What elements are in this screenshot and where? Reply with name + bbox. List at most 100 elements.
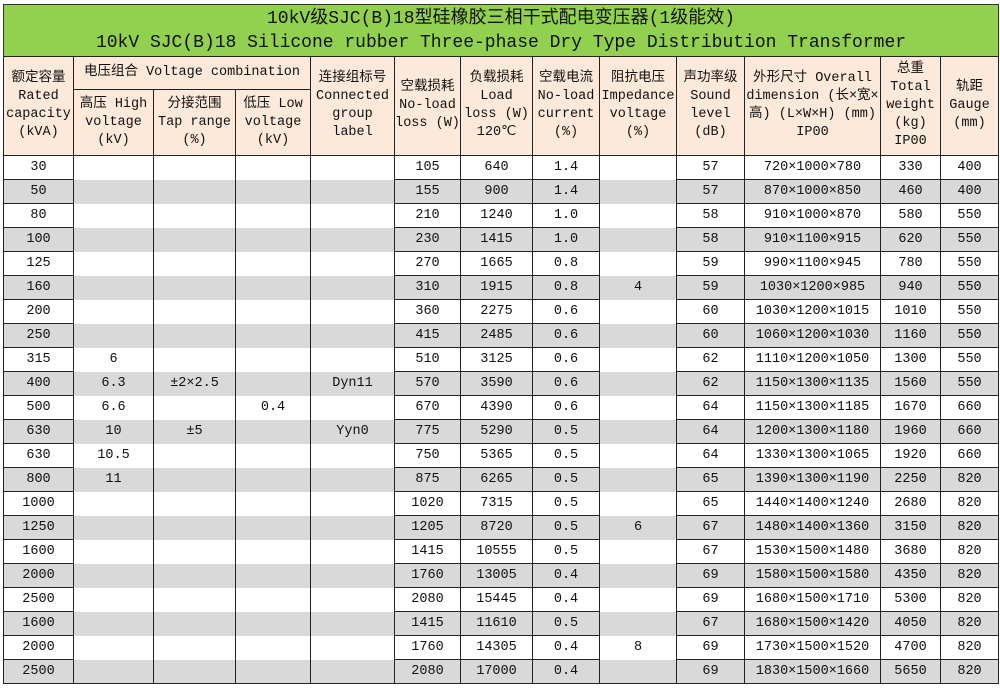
cell-gauge: 820 — [939, 563, 1000, 588]
cell-total-weight: 1670 — [880, 395, 941, 420]
cell-gauge: 820 — [939, 467, 1000, 492]
cell-load-loss: 3125 — [460, 347, 533, 372]
cell-no-load-current: 0.4 — [532, 659, 600, 684]
cell-overall-dimension: 1680×1500×1420 — [744, 611, 881, 636]
cell-connected-group — [310, 515, 395, 540]
cell-gauge: 820 — [939, 611, 1000, 636]
cell-overall-dimension: 1030×1200×985 — [744, 275, 881, 300]
header-high-voltage: 高压 High voltage (kV) — [73, 89, 154, 156]
cell-sound-level: 59 — [676, 251, 745, 276]
table-row: 630 10.5 750 5365 0.5 64 1330×1300×1065 1920 660 — [3, 443, 1000, 468]
cell-connected-group — [310, 467, 395, 492]
cell-rated-capacity: 630 — [3, 443, 74, 468]
cell-total-weight: 4700 — [880, 635, 941, 660]
cell-rated-capacity: 1250 — [3, 515, 74, 540]
cell-high-voltage — [73, 587, 154, 612]
cell-no-load-current: 0.6 — [532, 299, 600, 324]
cell-low-voltage — [235, 419, 311, 444]
cell-tap-range — [153, 203, 236, 228]
cell-impedance-voltage — [599, 347, 677, 372]
cell-overall-dimension: 1730×1500×1520 — [744, 635, 881, 660]
cell-no-load-current: 1.4 — [532, 155, 600, 180]
cell-no-load-loss: 2080 — [394, 659, 461, 684]
cell-high-voltage — [73, 275, 154, 300]
header-low-voltage: 低压 Low voltage (kV) — [235, 89, 311, 156]
cell-low-voltage — [235, 155, 311, 180]
cell-no-load-current: 0.5 — [532, 443, 600, 468]
cell-high-voltage: 6.3 — [73, 371, 154, 396]
header-connected-group: 连接组标号 Connected group label — [310, 56, 395, 156]
cell-high-voltage — [73, 563, 154, 588]
cell-overall-dimension: 1110×1200×1050 — [744, 347, 881, 372]
cell-no-load-loss: 1205 — [394, 515, 461, 540]
table-row: 160 310 1915 0.8 4 59 1030×1200×985 940 550 — [3, 275, 1000, 300]
cell-impedance-voltage: 6 — [599, 515, 677, 540]
cell-load-loss: 1240 — [460, 203, 533, 228]
cell-sound-level: 57 — [676, 179, 745, 204]
cell-no-load-current: 0.8 — [532, 251, 600, 276]
cell-tap-range — [153, 659, 236, 684]
cell-rated-capacity: 80 — [3, 203, 74, 228]
cell-sound-level: 62 — [676, 371, 745, 396]
cell-high-voltage — [73, 491, 154, 516]
table-row: 100 230 1415 1.0 58 910×1100×915 620 550 — [3, 227, 1000, 252]
cell-no-load-loss: 510 — [394, 347, 461, 372]
cell-sound-level: 64 — [676, 395, 745, 420]
cell-high-voltage — [73, 611, 154, 636]
cell-gauge: 550 — [939, 347, 1000, 372]
cell-no-load-loss: 210 — [394, 203, 461, 228]
cell-low-voltage — [235, 563, 311, 588]
table-row: 2000 1760 14305 0.4 8 69 1730×1500×1520 4700 820 — [3, 635, 1000, 660]
cell-no-load-current: 1.4 — [532, 179, 600, 204]
cell-sound-level: 69 — [676, 587, 745, 612]
cell-gauge: 550 — [939, 371, 1000, 396]
cell-tap-range — [153, 323, 236, 348]
table-row: 125 270 1665 0.8 59 990×1100×945 780 550 — [3, 251, 1000, 276]
cell-gauge: 550 — [939, 203, 1000, 228]
cell-total-weight: 1560 — [880, 371, 941, 396]
cell-connected-group: Dyn11 — [310, 371, 395, 396]
cell-overall-dimension: 1390×1300×1190 — [744, 467, 881, 492]
cell-connected-group — [310, 275, 395, 300]
cell-gauge: 550 — [939, 251, 1000, 276]
cell-no-load-current: 0.6 — [532, 347, 600, 372]
cell-high-voltage: 11 — [73, 467, 154, 492]
cell-no-load-current: 0.6 — [532, 395, 600, 420]
header-voltage-combination: 电压组合 Voltage combination — [73, 56, 311, 90]
cell-load-loss: 2485 — [460, 323, 533, 348]
cell-high-voltage: 10.5 — [73, 443, 154, 468]
cell-gauge: 820 — [939, 635, 1000, 660]
table-row: 2000 1760 13005 0.4 69 1580×1500×1580 4350 820 — [3, 563, 1000, 588]
cell-sound-level: 69 — [676, 563, 745, 588]
transformer-spec-table: 10kV级SJC(B)18型硅橡胶三相干式配电变压器(1级能效) 10kV SJ… — [2, 4, 1000, 684]
cell-high-voltage: 10 — [73, 419, 154, 444]
cell-total-weight: 620 — [880, 227, 941, 252]
cell-overall-dimension: 1530×1500×1480 — [744, 539, 881, 564]
cell-impedance-voltage — [599, 323, 677, 348]
cell-no-load-loss: 2080 — [394, 587, 461, 612]
cell-tap-range — [153, 587, 236, 612]
cell-connected-group — [310, 491, 395, 516]
cell-connected-group — [310, 443, 395, 468]
table-row: 50 155 900 1.4 57 870×1000×850 460 400 — [3, 179, 1000, 204]
cell-gauge: 820 — [939, 491, 1000, 516]
cell-impedance-voltage — [599, 491, 677, 516]
cell-sound-level: 69 — [676, 659, 745, 684]
cell-no-load-loss: 750 — [394, 443, 461, 468]
title-english: 10kV SJC(B)18 Silicone rubber Three-phas… — [2, 31, 1000, 57]
cell-impedance-voltage: 4 — [599, 275, 677, 300]
cell-rated-capacity: 800 — [3, 467, 74, 492]
table-row: 800 11 875 6265 0.5 65 1390×1300×1190 2250 820 — [3, 467, 1000, 492]
table-row: 80 210 1240 1.0 58 910×1000×870 580 550 — [3, 203, 1000, 228]
cell-impedance-voltage — [599, 203, 677, 228]
cell-tap-range: ±2×2.5 — [153, 371, 236, 396]
cell-low-voltage — [235, 251, 311, 276]
header-no-load-loss: 空载损耗 No-load loss (W) — [394, 56, 461, 156]
cell-no-load-current: 0.5 — [532, 539, 600, 564]
cell-total-weight: 5650 — [880, 659, 941, 684]
cell-impedance-voltage: 8 — [599, 635, 677, 660]
cell-sound-level: 59 — [676, 275, 745, 300]
table-row: 2500 2080 17000 0.4 69 1830×1500×1660 5650 820 — [3, 659, 1000, 684]
cell-connected-group — [310, 587, 395, 612]
cell-low-voltage — [235, 539, 311, 564]
